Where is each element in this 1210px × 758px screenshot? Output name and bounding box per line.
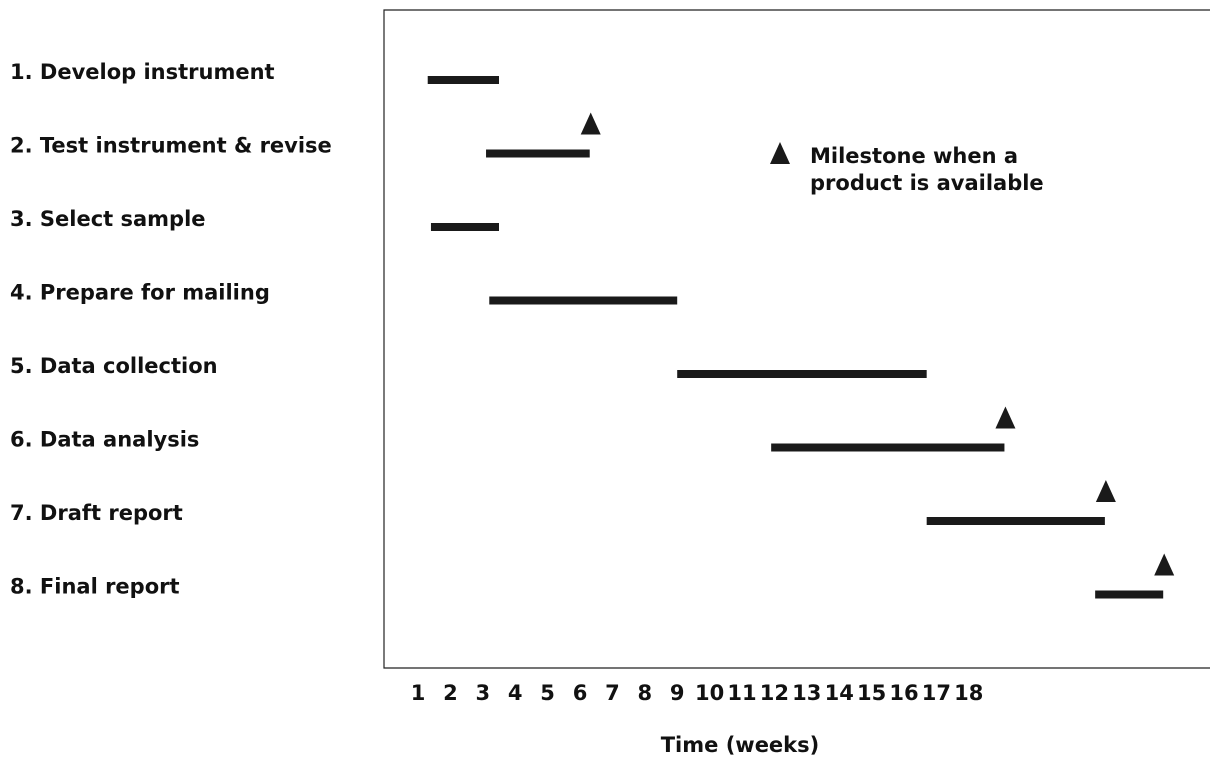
task-bar: [1095, 590, 1164, 599]
task-bar: [677, 370, 927, 378]
x-tick-label: 12: [760, 681, 789, 705]
task-label: 7. Draft report: [10, 501, 183, 525]
task-bar: [926, 517, 1105, 525]
task-label: 2. Test instrument & revise: [10, 134, 332, 158]
task-bar: [486, 149, 590, 158]
x-tick-label: 11: [727, 681, 756, 705]
x-tick-label: 15: [857, 681, 886, 705]
x-tick-label: 14: [825, 681, 854, 705]
x-tick-label: 5: [540, 681, 555, 705]
milestone-marker: [1095, 480, 1116, 502]
x-tick-label: 6: [573, 681, 588, 705]
x-tick-label: 3: [475, 681, 490, 705]
x-axis-title: Time (weeks): [661, 733, 820, 757]
x-tick-label: 9: [670, 681, 685, 705]
x-tick-label: 4: [508, 681, 523, 705]
milestone-marker: [1154, 553, 1175, 576]
x-tick-label: 8: [637, 681, 652, 705]
plot-frame: [383, 9, 1210, 669]
milestone-marker: [995, 406, 1016, 429]
task-bar: [430, 223, 499, 231]
task-label: 6. Data analysis: [10, 428, 199, 452]
x-tick-label: 18: [954, 681, 983, 705]
task-label: 1. Develop instrument: [10, 60, 275, 84]
milestone-marker: [580, 112, 601, 135]
task-label: 4. Prepare for mailing: [10, 281, 270, 305]
x-tick-label: 2: [443, 681, 458, 705]
task-bar: [489, 296, 678, 305]
task-label: 3. Select sample: [10, 207, 206, 231]
legend-milestone-icon: [770, 142, 790, 164]
task-label: 5. Data collection: [10, 354, 218, 378]
x-tick-label: 10: [695, 681, 724, 705]
legend-text: Milestone when a: [810, 144, 1018, 168]
legend-text: product is available: [810, 171, 1044, 195]
x-tick-label: 17: [922, 681, 951, 705]
task-label: 8. Final report: [10, 575, 180, 599]
x-tick-label: 7: [605, 681, 620, 705]
task-bar: [427, 76, 499, 84]
x-tick-label: 13: [792, 681, 821, 705]
x-tick-label: 1: [411, 681, 426, 705]
x-tick-label: 16: [889, 681, 918, 705]
task-bar: [771, 443, 1005, 452]
